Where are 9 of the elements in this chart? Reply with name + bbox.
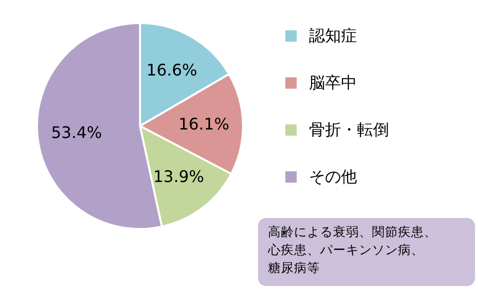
legend-label: 脳卒中 [309, 73, 357, 92]
legend-label: その他 [309, 167, 357, 186]
text: 高齢による衰弱、関節疾患、心疾患、パーキンソン病、糖尿病等 [267, 224, 437, 275]
data-label: 16.6% [146, 60, 198, 80]
data-label: 13.9% [153, 166, 204, 186]
data-label: 53.4% [51, 122, 102, 142]
legend-label: 骨折・転倒 [309, 120, 389, 139]
data-label: 16.1% [178, 114, 230, 134]
legend-label: 認知症 [309, 26, 357, 45]
